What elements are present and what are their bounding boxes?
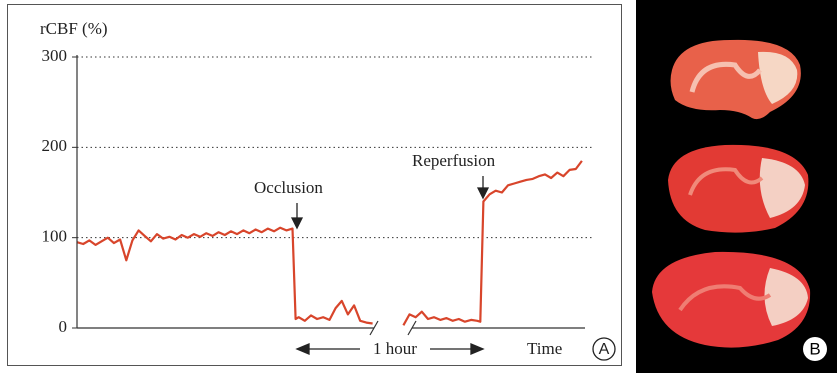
- page: {"chart_data": {"type": "line", "ylabel"…: [0, 0, 837, 373]
- panel-label: A: [599, 341, 610, 358]
- annotation-arrows: [292, 176, 488, 354]
- axes: [77, 55, 585, 335]
- annotation: Occlusion: [254, 178, 323, 197]
- annotation: Reperfusion: [412, 151, 496, 170]
- y-tick-label: 0: [59, 317, 68, 336]
- panel-label: B: [809, 339, 820, 358]
- y-axis-label: rCBF (%): [40, 19, 108, 38]
- y-tick-label: 200: [42, 136, 68, 155]
- brain-slices: [652, 40, 810, 348]
- data-line: [77, 161, 582, 325]
- annotation: 1 hour: [373, 339, 417, 358]
- x-axis-label: Time: [527, 339, 562, 358]
- y-tick-label: 300: [42, 46, 68, 65]
- plot-area: [77, 57, 592, 325]
- y-tick-label: 100: [42, 227, 68, 246]
- figure: rCBF (%) Time Occlusion Reperfusion 1 ho…: [0, 0, 837, 373]
